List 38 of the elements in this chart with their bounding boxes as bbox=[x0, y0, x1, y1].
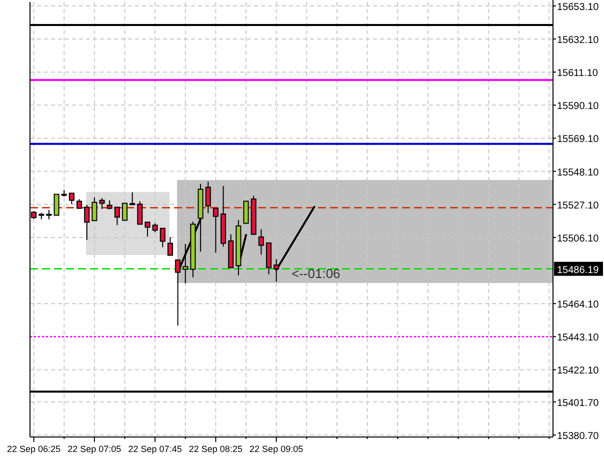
candlestick bbox=[137, 200, 143, 225]
x-tick-label: 22 Sep 06:25 bbox=[7, 444, 61, 454]
candlestick bbox=[99, 198, 105, 210]
annotation: <--01:06 bbox=[292, 266, 340, 281]
candlestick bbox=[114, 206, 120, 226]
y-tick-label: 15527.10 bbox=[557, 200, 600, 212]
x-tick-label: 22 Sep 07:05 bbox=[68, 444, 122, 454]
x-tick-label: 22 Sep 09:05 bbox=[250, 444, 304, 454]
candlestick bbox=[76, 198, 82, 209]
y-tick-label: 15632.10 bbox=[557, 35, 600, 46]
x-tick-label: 22 Sep 07:45 bbox=[128, 444, 182, 454]
candlestick bbox=[84, 204, 90, 240]
y-tick-label: 15590.10 bbox=[557, 101, 600, 112]
y-tick-label: 15548.10 bbox=[557, 167, 600, 178]
y-tick-label: 15443.10 bbox=[557, 332, 600, 344]
candlestick bbox=[258, 228, 264, 256]
y-tick-label: 15380.70 bbox=[557, 430, 600, 442]
candlestick bbox=[92, 196, 98, 222]
y-tick-label: 15611.10 bbox=[557, 68, 598, 80]
y-tick-label: 15464.10 bbox=[557, 300, 600, 311]
candlestick bbox=[243, 200, 249, 224]
y-tick-label: 15422.10 bbox=[557, 366, 600, 377]
candlestick bbox=[46, 209, 52, 220]
y-tick-label: 15401.70 bbox=[557, 398, 600, 409]
y-tick-label: 15506.10 bbox=[557, 233, 600, 244]
y-tick-label: 15569.10 bbox=[557, 134, 600, 146]
ref-line-label: 15486.19 bbox=[557, 264, 600, 276]
candlestick bbox=[160, 228, 166, 248]
candlestick bbox=[122, 202, 128, 221]
x-tick-label: 22 Sep 08:25 bbox=[188, 444, 242, 454]
candlestick bbox=[144, 222, 150, 238]
candlestick bbox=[130, 192, 136, 206]
y-tick-label: 15653.10 bbox=[557, 2, 600, 13]
candlestick bbox=[205, 181, 211, 214]
candlestick bbox=[54, 194, 60, 216]
candlestick bbox=[212, 208, 218, 254]
candlestick bbox=[68, 192, 74, 205]
candlestick bbox=[167, 236, 173, 256]
